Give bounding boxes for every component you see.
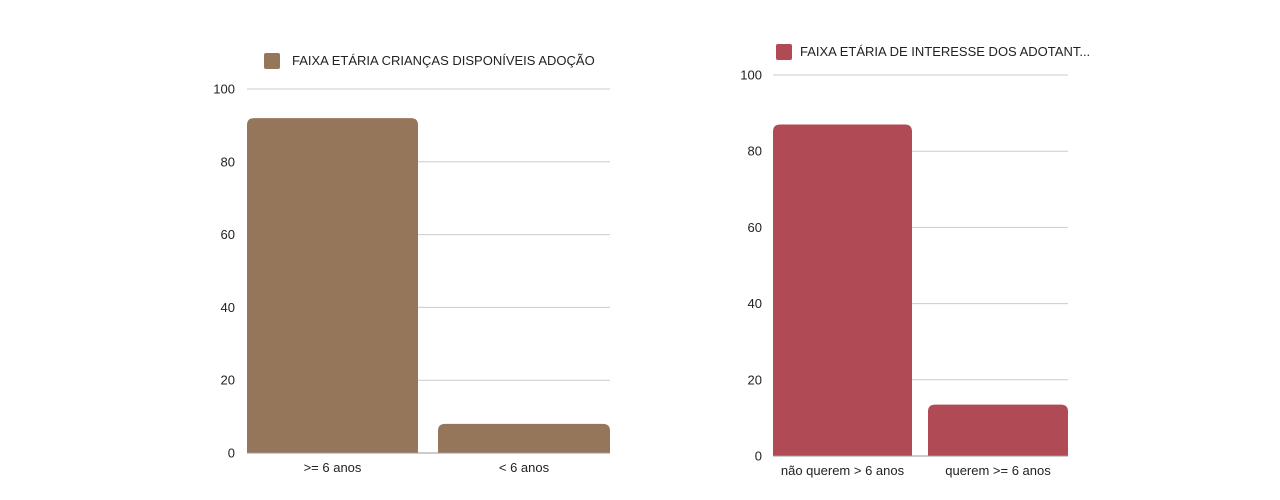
y-tick-label: 80 — [221, 154, 235, 169]
y-tick-label: 20 — [748, 372, 762, 387]
x-category-label: >= 6 anos — [304, 460, 362, 475]
bar — [773, 124, 912, 456]
legend-swatch — [776, 44, 792, 60]
y-tick-label: 80 — [748, 144, 762, 159]
x-category-label: < 6 anos — [499, 460, 550, 475]
y-tick-label: 0 — [755, 449, 762, 464]
chart-faixa-etaria-interesse: FAIXA ETÁRIA DE INTERESSE DOS ADOTANT...… — [740, 44, 1090, 478]
bar — [928, 404, 1068, 456]
y-tick-label: 20 — [221, 373, 235, 388]
bar — [438, 423, 610, 453]
y-tick-label: 40 — [748, 296, 762, 311]
legend-label: FAIXA ETÁRIA CRIANÇAS DISPONÍVEIS ADOÇÃO — [292, 53, 595, 68]
y-tick-label: 60 — [221, 227, 235, 242]
x-category-label: querem >= 6 anos — [945, 463, 1051, 478]
bar — [247, 118, 418, 454]
chart-faixa-etaria-criancas: FAIXA ETÁRIA CRIANÇAS DISPONÍVEIS ADOÇÃO… — [213, 53, 610, 475]
y-tick-label: 100 — [740, 68, 762, 83]
y-tick-label: 40 — [221, 300, 235, 315]
legend-swatch — [264, 53, 280, 69]
y-tick-label: 0 — [228, 446, 235, 461]
legend-label: FAIXA ETÁRIA DE INTERESSE DOS ADOTANT... — [800, 44, 1090, 59]
y-tick-label: 60 — [748, 220, 762, 235]
y-tick-label: 100 — [213, 82, 235, 97]
x-category-label: não querem > 6 anos — [781, 463, 905, 478]
